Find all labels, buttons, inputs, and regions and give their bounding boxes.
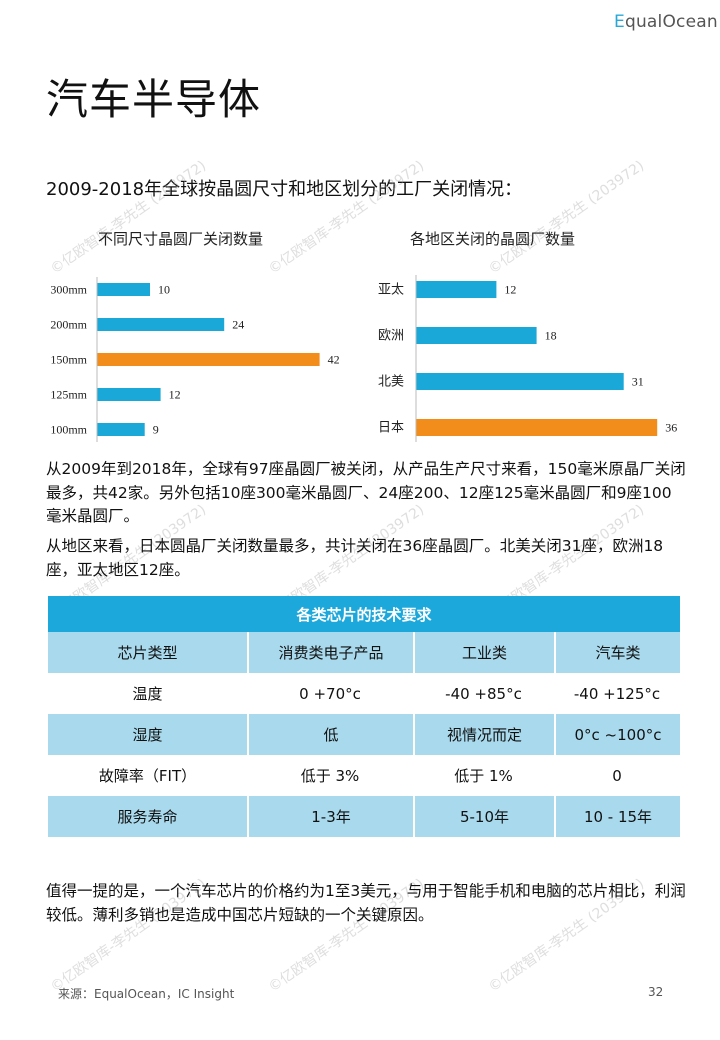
table-row: 温度 0 +70°c -40 +85°c -40 +125°c bbox=[48, 673, 680, 714]
table-header-cell: 工业类 bbox=[413, 632, 554, 673]
chart-title-wafer-size: 不同尺寸晶圆厂关闭数量 bbox=[98, 230, 264, 248]
chart-title-region: 各地区关闭的晶圆厂数量 bbox=[410, 230, 576, 248]
chip-requirements-table: 各类芯片的技术要求 芯片类型 消费类电子产品 工业类 汽车类 温度 0 +70°… bbox=[48, 596, 681, 837]
table-header-row: 芯片类型 消费类电子产品 工业类 汽车类 bbox=[48, 632, 681, 673]
category-tick-label: 北美 bbox=[378, 375, 404, 390]
watermark: ©亿欧智库-李先生 (203972) bbox=[485, 157, 648, 278]
paragraph-region: 从地区来看，日本圆晶厂关闭数量最多，共计关闭在36座晶圆厂。北美关闭31座，欧洲… bbox=[46, 537, 664, 579]
bar bbox=[416, 327, 537, 344]
category-tick-label: 300mm bbox=[50, 283, 87, 297]
page-title: 汽车半导体 bbox=[46, 75, 262, 124]
category-tick-label: 150mm bbox=[50, 353, 87, 367]
table-header-cell: 芯片类型 bbox=[48, 632, 247, 673]
category-tick-label: 日本 bbox=[378, 421, 404, 436]
table-row: 故障率（FIT） 低于 3% 低于 1% 0 bbox=[48, 755, 680, 796]
footer-source: 来源：EqualOcean，IC Insight bbox=[58, 987, 235, 1001]
bar bbox=[416, 419, 658, 436]
table-cell: 低于 3% bbox=[300, 767, 360, 785]
table-cell: 5-10年 bbox=[413, 796, 554, 837]
table-cell: 1-3年 bbox=[247, 796, 413, 837]
bar-value-label: 18 bbox=[545, 329, 557, 343]
bar bbox=[97, 388, 161, 401]
table-cell: 湿度 bbox=[48, 714, 247, 755]
bar bbox=[97, 353, 320, 366]
table-cell: 低于 1% bbox=[454, 767, 513, 785]
watermark: ©亿欧智库-李先生 (203972) bbox=[265, 157, 428, 278]
bar bbox=[416, 373, 624, 390]
table-cell: 故障率（FIT） bbox=[98, 767, 197, 785]
bar-value-label: 10 bbox=[158, 283, 170, 297]
category-tick-label: 125mm bbox=[50, 388, 87, 402]
bar-value-label: 9 bbox=[153, 423, 159, 437]
bar-value-label: 12 bbox=[169, 388, 181, 402]
table-cell: 0°c ~100°c bbox=[554, 714, 681, 755]
bar-value-label: 24 bbox=[232, 318, 244, 332]
bar-value-label: 31 bbox=[632, 375, 644, 389]
table-cell: 0 bbox=[612, 766, 622, 785]
bar-value-label: 42 bbox=[328, 353, 340, 367]
table-cell: 低 bbox=[247, 714, 413, 755]
table-cell: 0 +70°c bbox=[299, 684, 361, 703]
category-tick-label: 200mm bbox=[50, 318, 87, 332]
bar-chart-wafer-size: 300mm 10 200mm 24 150mm 42 125mm 12 100mm 9 bbox=[50, 277, 340, 442]
bar-value-label: 36 bbox=[665, 421, 677, 435]
bar bbox=[97, 423, 145, 436]
page-number: 32 bbox=[648, 985, 664, 999]
table-header-cell: 汽车类 bbox=[554, 632, 681, 673]
table-cell: -40 +125°c bbox=[573, 684, 661, 703]
watermark: ©亿欧智库-李先生 (203972) bbox=[47, 157, 210, 278]
paragraph-wafer-size: 从2009年到2018年，全球有97座晶圆厂被关闭，从产品生产尺寸来看，150毫… bbox=[46, 460, 686, 525]
bar bbox=[97, 283, 150, 296]
table-cell: 温度 bbox=[132, 685, 163, 703]
equalocean-logo: EqualOcean bbox=[614, 12, 718, 32]
table-row: 服务寿命 1-3年 5-10年 10 - 15年 bbox=[48, 796, 681, 837]
category-tick-label: 亚太 bbox=[378, 283, 404, 298]
table-row: 湿度 低 视情况而定 0°c ~100°c bbox=[48, 714, 681, 755]
category-tick-label: 欧洲 bbox=[378, 329, 404, 344]
section-subtitle: 2009-2018年全球按晶圆尺寸和地区划分的工厂关闭情况： bbox=[46, 179, 523, 200]
category-tick-label: 100mm bbox=[50, 423, 87, 437]
table-cell: 视情况而定 bbox=[413, 714, 554, 755]
table-header-cell: 消费类电子产品 bbox=[247, 632, 413, 673]
logo-text: qualOcean bbox=[624, 12, 718, 32]
bar bbox=[97, 318, 225, 331]
table-caption: 各类芯片的技术要求 bbox=[48, 596, 681, 632]
bar-chart-region: 亚太 12 欧洲 18 北美 31 日本 36 bbox=[378, 275, 677, 442]
bar bbox=[416, 281, 497, 298]
bar-value-label: 12 bbox=[504, 283, 516, 297]
table-cell: 10 - 15年 bbox=[554, 796, 681, 837]
table-cell: -40 +85°c bbox=[445, 684, 522, 703]
table-cell: 服务寿命 bbox=[48, 796, 247, 837]
logo-first-letter: E bbox=[614, 12, 625, 32]
paragraph-price-note: 值得一提的是，一个汽车芯片的价格约为1至3美元，与用于智能手机和电脑的芯片相比，… bbox=[46, 882, 686, 924]
